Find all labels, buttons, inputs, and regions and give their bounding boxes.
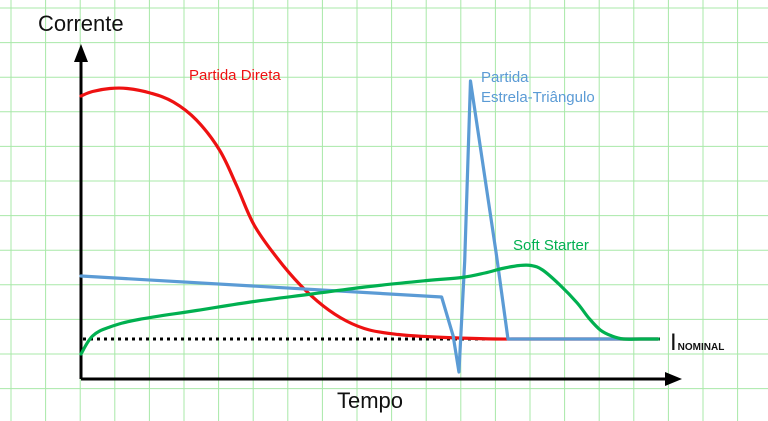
x-axis-arrow bbox=[665, 372, 682, 386]
series-line-partida-estrela-triangulo bbox=[79, 79, 660, 374]
series-label-soft-starter: Soft Starter bbox=[513, 237, 589, 254]
axes bbox=[74, 44, 682, 386]
y-axis-title: Corrente bbox=[38, 11, 124, 36]
nominal-current-label: INOMINAL bbox=[670, 329, 724, 356]
series-label-line: Soft Starter bbox=[513, 237, 589, 254]
series-line-soft-starter bbox=[79, 263, 660, 356]
nominal-label-sub: NOMINAL bbox=[678, 342, 725, 353]
y-axis-arrow bbox=[74, 44, 88, 62]
series-line-partida-direta bbox=[79, 86, 660, 341]
series-label-line: Estrela-Triângulo bbox=[481, 89, 595, 106]
series-label-line: Partida bbox=[481, 69, 529, 86]
series-lines bbox=[79, 79, 660, 374]
nominal-label-main: I bbox=[670, 329, 677, 356]
series-label-partida-estrela-triangulo: Partida Estrela-Triângulo bbox=[481, 69, 595, 106]
series-labels: Partida Direta Partida Estrela-Triângulo So… bbox=[189, 67, 595, 254]
nominal-current-group: INOMINAL bbox=[83, 329, 724, 356]
x-axis-title: Tempo bbox=[337, 388, 403, 413]
series-label-line: Partida Direta bbox=[189, 67, 281, 84]
series-label-partida-direta: Partida Direta bbox=[189, 67, 281, 84]
